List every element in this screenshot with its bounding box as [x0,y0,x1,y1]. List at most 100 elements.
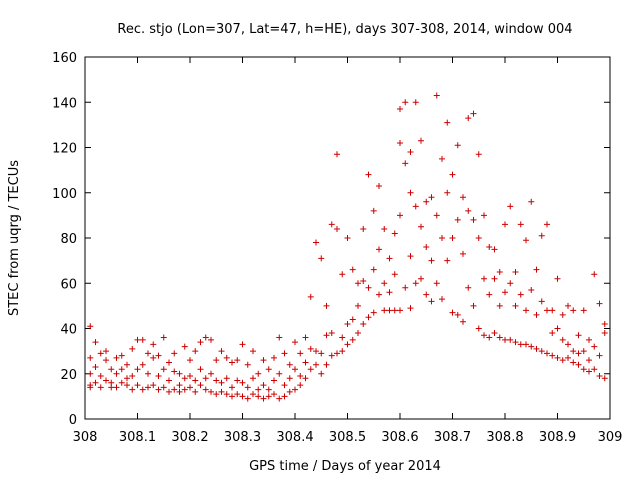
x-tick-label: 308.7 [434,430,471,445]
data-point [512,268,519,275]
data-point [460,250,466,257]
data-point [297,373,304,380]
data-point [470,110,477,117]
data-point [591,366,598,373]
data-point [155,373,162,380]
data-point [187,357,193,364]
data-point [265,386,272,393]
data-point [197,339,204,346]
data-point [376,291,382,298]
data-point [87,384,94,391]
data-point [202,375,209,382]
data-point [318,370,325,377]
data-point [423,198,430,205]
data-point [538,298,545,305]
data-point [108,384,115,391]
data-point [265,393,272,400]
data-point [197,366,204,373]
data-point [145,384,151,391]
data-point [260,395,267,402]
data-point [397,212,403,219]
data-point [265,366,272,373]
x-axis: 308 308.1 308.2 308.3 308.4 308.5 308.6 308.7 30… [73,57,623,445]
data-point [523,237,529,244]
data-point [360,225,367,232]
data-point [344,341,351,348]
data-point [554,354,561,361]
data-point [208,336,214,343]
data-point [470,302,477,309]
data-point [570,359,577,366]
data-point [355,302,361,309]
data-point [176,388,183,395]
x-tick-label: 309 [598,430,623,445]
data-point [223,354,230,361]
data-point [297,382,304,389]
data-point [507,280,514,287]
data-point [517,221,524,228]
y-tick-label: 60 [60,277,77,292]
data-point [171,350,178,357]
data-point [229,384,235,391]
data-point [97,373,104,380]
data-point [87,323,94,330]
data-point [176,370,183,377]
data-point [575,361,582,368]
data-point [360,320,367,327]
data-point [250,348,256,355]
data-point [234,357,241,364]
data-point [334,151,340,158]
data-point [486,244,493,251]
data-point [276,395,283,402]
y-tick-label: 40 [60,323,77,338]
data-point [97,384,104,391]
data-point [391,307,398,314]
data-point [276,334,283,341]
data-point [391,271,398,278]
data-point [307,366,314,373]
data-point [470,216,477,223]
data-point [150,354,157,361]
data-point [376,246,382,253]
data-point [171,386,178,393]
data-point [155,386,162,393]
data-point [118,352,125,359]
data-point [428,194,435,201]
data-point [281,350,288,357]
data-point [328,221,335,228]
y-axis: 0 20 40 60 80 100 120 140 160 [52,51,610,428]
data-point [601,375,608,382]
x-tick-label: 308.2 [171,430,208,445]
data-point [386,307,393,314]
data-point [302,375,309,382]
data-point [365,314,372,321]
data-point [580,307,587,314]
data-point [549,307,556,314]
data-point [213,377,220,384]
data-point [313,361,319,368]
data-point [591,271,598,278]
data-point [423,291,430,298]
data-point [428,298,435,305]
data-point [512,339,519,346]
data-point [512,302,519,309]
data-point [302,359,309,366]
data-point [250,375,256,382]
data-point [229,393,235,400]
data-point [323,302,330,309]
data-point [124,361,130,368]
data-point [591,343,598,350]
data-point [491,275,498,282]
y-tick-label: 0 [69,413,77,428]
data-point [365,284,372,291]
data-point [386,255,393,262]
data-point [533,311,540,318]
data-point [517,341,524,348]
x-tick-label: 308.1 [119,430,156,445]
data-point [271,391,277,398]
data-point [402,284,409,291]
data-point [433,212,440,219]
data-point [208,370,214,377]
data-point [465,115,472,122]
data-point [586,336,592,343]
